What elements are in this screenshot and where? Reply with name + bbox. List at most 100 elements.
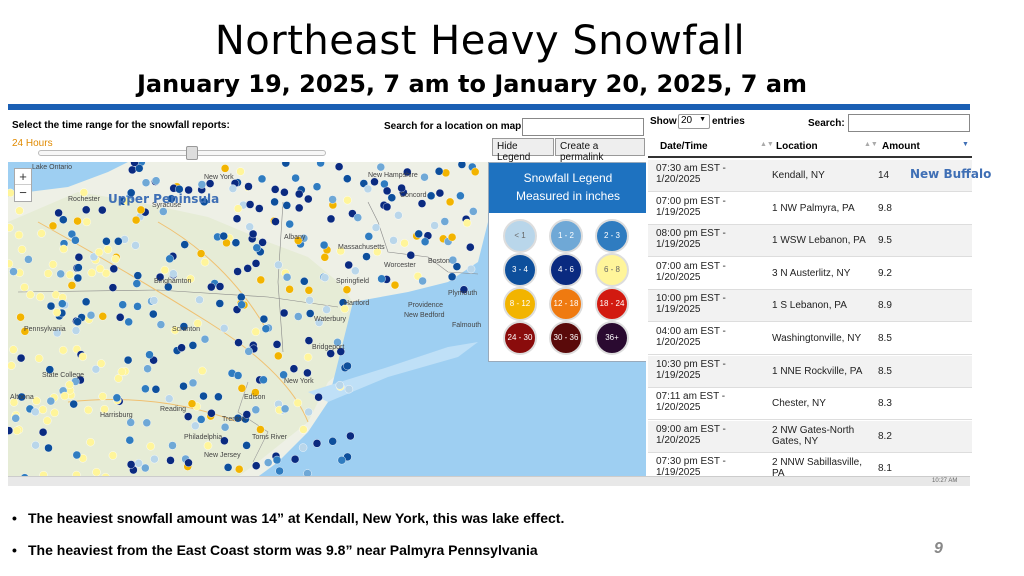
snowfall-marker[interactable] [304,407,313,417]
snowfall-marker[interactable] [133,302,142,311]
snowfall-marker[interactable] [233,204,243,213]
snowfall-marker[interactable] [134,164,144,173]
snowfall-marker[interactable] [328,195,337,204]
snowfall-marker[interactable] [343,196,352,205]
snowfall-marker[interactable] [150,454,159,464]
snowfall-marker[interactable] [86,438,95,447]
snowfall-marker[interactable] [215,282,225,291]
map-search-input[interactable] [522,118,644,136]
sort-icon[interactable]: ▲▼ [760,141,774,148]
snowfall-marker[interactable] [335,381,344,390]
snowfall-marker[interactable] [232,214,242,223]
snowfall-marker[interactable] [170,325,180,335]
snowfall-marker[interactable] [305,296,314,305]
snowfall-marker[interactable] [231,238,241,247]
snowfall-marker[interactable] [291,173,300,183]
snowfall-marker[interactable] [187,399,197,408]
snowfall-marker[interactable] [95,264,105,274]
snowfall-marker[interactable] [440,217,449,226]
snowfall-marker[interactable] [186,274,195,284]
snowfall-marker[interactable] [126,188,136,197]
snowfall-marker[interactable] [242,410,252,419]
snowfall-marker[interactable] [271,217,280,226]
snowfall-marker[interactable] [306,309,315,318]
snowfall-marker[interactable] [403,167,412,177]
snowfall-marker[interactable] [197,180,207,189]
table-search-input[interactable] [848,114,970,132]
snowfall-marker[interactable] [11,414,20,423]
snowfall-marker[interactable] [34,354,44,363]
snowfall-marker[interactable] [98,312,108,321]
snowfall-marker[interactable] [417,199,427,208]
snowfall-marker[interactable] [122,197,132,206]
snowfall-marker[interactable] [37,229,46,238]
snowfall-marker[interactable] [326,349,335,358]
snowfall-marker[interactable] [199,391,208,401]
snowfall-marker[interactable] [207,409,216,418]
snowfall-marker[interactable] [272,455,282,465]
column-header-location[interactable]: Location [776,141,818,152]
snowfall-marker[interactable] [71,236,80,245]
snowfall-marker[interactable] [264,458,273,467]
column-header-amount[interactable]: Amount [882,141,920,152]
snowfall-marker[interactable] [370,177,379,186]
table-row[interactable]: 10:00 pm EST -1/19/2025 1 S Lebanon, PA 8.… [648,290,972,323]
snowfall-marker[interactable] [151,176,161,185]
snowfall-marker[interactable] [141,384,150,394]
snowfall-marker[interactable] [143,364,152,373]
snowfall-marker[interactable] [234,465,244,474]
snowfall-marker[interactable] [44,269,53,278]
snowfall-marker[interactable] [198,366,207,376]
snowfall-marker[interactable] [130,162,139,167]
snowfall-marker[interactable] [319,240,329,250]
snowfall-marker[interactable] [96,359,106,368]
snowfall-marker[interactable] [364,232,373,241]
snowfall-marker[interactable] [426,191,436,200]
snowfall-marker[interactable] [337,456,346,465]
snowfall-marker[interactable] [149,309,158,319]
snowfall-marker[interactable] [188,378,198,388]
snowfall-marker[interactable] [17,245,27,254]
snowfall-marker[interactable] [343,361,352,371]
snowfall-marker[interactable] [466,264,476,274]
snowfall-marker[interactable] [32,396,41,406]
snowfall-marker[interactable] [9,345,18,354]
snowfall-marker[interactable] [257,174,267,184]
snowfall-marker[interactable] [38,428,48,437]
snowfall-marker[interactable] [447,272,457,282]
snowfall-marker[interactable] [126,460,136,469]
snowfall-marker[interactable] [303,368,312,378]
snowfall-marker[interactable] [183,412,193,421]
snowfall-marker[interactable] [45,365,54,374]
snowfall-marker[interactable] [151,385,161,394]
snowfall-marker[interactable] [146,442,155,451]
snowfall-marker[interactable] [149,296,159,305]
snowfall-marker[interactable] [312,439,322,448]
snowfall-marker[interactable] [200,257,210,267]
snowfall-marker[interactable] [258,238,267,247]
snowfall-marker[interactable] [125,436,135,445]
snowfall-marker[interactable] [261,324,271,333]
snowfall-marker[interactable] [394,211,403,220]
snowfall-marker[interactable] [196,415,206,424]
snowfall-marker[interactable] [128,165,137,175]
snowfall-marker[interactable] [274,351,283,361]
snowfall-marker[interactable] [123,355,133,365]
snowfall-marker[interactable] [326,214,336,224]
snowfall-marker[interactable] [290,455,300,464]
snowfall-marker[interactable] [73,317,82,326]
snowfall-marker[interactable] [20,327,30,336]
snowfall-marker[interactable] [322,305,331,314]
snowfall-marker[interactable] [346,431,355,441]
snowfall-marker[interactable] [141,463,150,473]
snowfall-marker[interactable] [294,312,303,321]
snowfall-marker[interactable] [43,416,52,425]
snowfall-marker[interactable] [314,392,323,402]
snowfall-marker[interactable] [108,451,118,460]
snowfall-marker[interactable] [314,318,324,327]
snowfall-marker[interactable] [136,205,146,215]
snowfall-marker[interactable] [462,218,472,228]
snowfall-marker[interactable] [200,334,210,344]
snowfall-marker[interactable] [160,265,170,275]
snowfall-marker[interactable] [132,279,142,288]
